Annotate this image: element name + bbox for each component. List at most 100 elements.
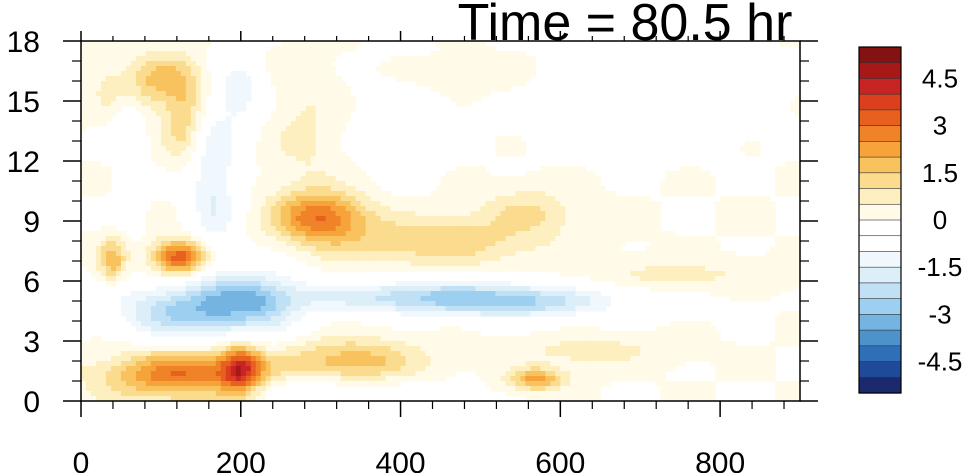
heatmap-cell xyxy=(165,331,172,337)
heatmap-cell xyxy=(285,246,292,252)
heatmap-cell xyxy=(575,346,581,352)
heatmap-cell xyxy=(720,206,726,212)
heatmap-cell xyxy=(660,281,666,287)
heatmap-cell xyxy=(330,141,337,147)
heatmap-cell xyxy=(425,76,432,82)
heatmap-cell xyxy=(595,246,601,252)
heatmap-cell xyxy=(550,246,556,252)
heatmap-cell xyxy=(225,81,232,87)
heatmap-cell xyxy=(645,266,651,272)
heatmap-cell xyxy=(155,121,162,127)
heatmap-cell xyxy=(705,346,711,352)
heatmap-cell xyxy=(145,241,152,247)
heatmap-cell xyxy=(81,46,87,52)
heatmap-cell xyxy=(105,86,112,92)
heatmap-cell xyxy=(140,311,147,317)
heatmap-cell xyxy=(95,251,102,257)
heatmap-cell xyxy=(465,306,472,312)
heatmap-cell xyxy=(180,261,187,267)
heatmap-cell xyxy=(395,56,402,62)
heatmap-cell xyxy=(560,296,566,302)
heatmap-cell xyxy=(81,261,87,267)
heatmap-cell xyxy=(630,261,636,267)
heatmap-cell xyxy=(555,186,561,192)
heatmap-cell xyxy=(405,221,412,227)
heatmap-cell xyxy=(310,191,317,197)
heatmap-cell xyxy=(755,146,761,152)
heatmap-cell xyxy=(695,341,701,347)
heatmap-cell xyxy=(635,341,641,347)
heatmap-cell xyxy=(450,326,457,332)
heatmap-cell xyxy=(380,336,387,342)
heatmap-cell xyxy=(185,346,192,352)
heatmap-cell xyxy=(175,286,182,292)
heatmap-cell xyxy=(795,251,801,257)
heatmap-cell xyxy=(620,236,626,242)
heatmap-cell xyxy=(170,66,177,72)
heatmap-cell xyxy=(145,41,152,47)
heatmap-cell xyxy=(360,241,367,247)
heatmap-cell xyxy=(85,76,92,82)
heatmap-cell xyxy=(230,271,237,277)
heatmap-cell xyxy=(465,311,472,317)
heatmap-cell xyxy=(225,126,232,132)
heatmap-cell xyxy=(320,326,327,332)
heatmap-cell xyxy=(170,316,177,322)
heatmap-cell xyxy=(670,231,676,237)
heatmap-cell xyxy=(245,326,252,332)
heatmap-cell xyxy=(475,311,482,317)
heatmap-cell xyxy=(445,236,452,242)
heatmap-cell xyxy=(435,351,442,357)
heatmap-cell xyxy=(795,106,801,112)
heatmap-cell xyxy=(450,76,457,82)
heatmap-cell xyxy=(680,331,686,337)
heatmap-cell xyxy=(160,236,167,242)
heatmap-cell xyxy=(505,206,511,212)
heatmap-cell xyxy=(340,166,347,172)
heatmap-cell xyxy=(600,246,606,252)
heatmap-cell xyxy=(295,206,302,212)
heatmap-cell xyxy=(295,121,302,127)
heatmap-cell xyxy=(305,176,312,182)
heatmap-cell xyxy=(640,196,646,202)
heatmap-cell xyxy=(360,186,367,192)
heatmap-cell xyxy=(275,311,282,317)
heatmap-cell xyxy=(220,311,227,317)
heatmap-cell xyxy=(590,256,596,262)
heatmap-cell xyxy=(460,41,467,47)
heatmap-cell xyxy=(110,81,117,87)
heatmap-cell xyxy=(345,176,352,182)
heatmap-cell xyxy=(120,236,127,242)
heatmap-cell xyxy=(325,156,332,162)
heatmap-cell xyxy=(540,346,546,352)
heatmap-cell xyxy=(325,76,332,82)
heatmap-cell xyxy=(600,261,606,267)
heatmap-cell xyxy=(195,351,202,357)
heatmap-cell xyxy=(565,326,571,332)
heatmap-cell xyxy=(215,301,222,307)
heatmap-cell xyxy=(790,326,796,332)
heatmap-cell xyxy=(210,151,217,157)
heatmap-cell xyxy=(565,341,571,347)
heatmap-cell xyxy=(680,336,686,342)
heatmap-cell xyxy=(770,206,776,212)
heatmap-cell xyxy=(185,351,192,357)
heatmap-cell xyxy=(350,216,357,222)
heatmap-cell xyxy=(455,306,462,312)
heatmap-cell xyxy=(335,116,342,122)
heatmap-cell xyxy=(135,81,142,87)
heatmap-cell xyxy=(555,236,561,242)
heatmap-cell xyxy=(105,51,112,57)
heatmap-cell xyxy=(290,301,297,307)
heatmap-cell xyxy=(95,266,102,272)
heatmap-cell xyxy=(645,281,651,287)
heatmap-cell xyxy=(315,231,322,237)
heatmap-cell xyxy=(545,266,551,272)
heatmap-cell xyxy=(555,341,561,347)
heatmap-cell xyxy=(415,296,422,302)
heatmap-cell xyxy=(290,286,297,292)
heatmap-cell xyxy=(100,171,107,177)
heatmap-cell xyxy=(295,201,302,207)
heatmap-cell xyxy=(500,61,507,67)
heatmap-cell xyxy=(285,81,292,87)
